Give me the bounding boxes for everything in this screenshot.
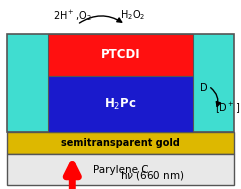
Bar [7, 34, 234, 132]
Bar [48, 76, 193, 132]
Bar [7, 132, 234, 154]
Text: PTCDI: PTCDI [101, 48, 140, 61]
Text: H$_2$O$_2$: H$_2$O$_2$ [120, 8, 145, 22]
Text: H$_2$Pc: H$_2$Pc [104, 96, 137, 112]
Text: Parylene C: Parylene C [93, 165, 148, 175]
Text: D: D [200, 83, 208, 93]
Text: [D$^+$]: [D$^+$] [215, 100, 240, 115]
Bar [7, 154, 234, 185]
Text: semitransparent gold: semitransparent gold [61, 138, 180, 148]
Bar [48, 34, 193, 76]
Text: h$\nu$ (660 nm): h$\nu$ (660 nm) [120, 169, 184, 182]
Text: 2H$^+$,O$_2$: 2H$^+$,O$_2$ [53, 8, 92, 22]
